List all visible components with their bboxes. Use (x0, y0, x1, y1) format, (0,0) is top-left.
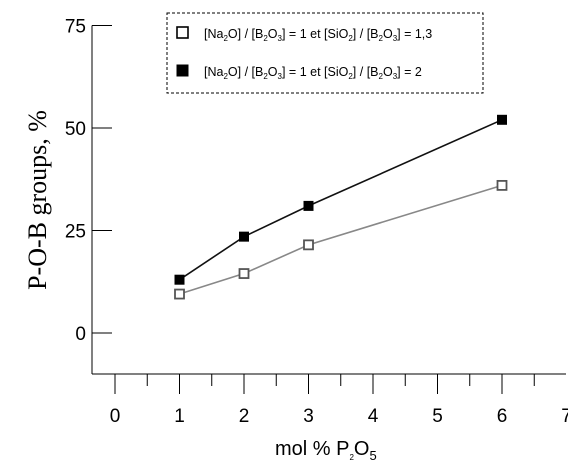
data-point-series-2 (239, 231, 249, 242)
x-tick-label: 6 (497, 406, 508, 427)
x-tick-label: 1 (174, 406, 185, 427)
x-tick-label: 0 (110, 406, 121, 427)
data-point-series-1 (238, 268, 250, 279)
x-tick-label: 2 (239, 406, 250, 427)
legend-box (166, 12, 484, 94)
legend: [Na2O] / [B2O3] = 1 et [SiO2] / [B2O3] =… (166, 12, 484, 94)
data-point-series-2 (497, 114, 507, 125)
legend-entry-2: [Na2O] / [B2O3] = 1 et [SiO2] / [B2O3] =… (204, 65, 422, 81)
axes-layer: 0 25 50 75 0 1 2 3 4 5 6 7 (65, 17, 568, 428)
data-point-series-1 (496, 179, 508, 191)
y-tick-label: 75 (65, 17, 86, 38)
x-tick-label: 4 (368, 406, 379, 427)
series-layer (174, 114, 508, 300)
x-tick-label: 3 (303, 406, 314, 427)
data-point-series-1 (174, 288, 185, 300)
legend-marker-open-square (176, 26, 189, 39)
legend-marker-filled-square (176, 64, 189, 77)
data-point-series-1 (303, 239, 314, 251)
x-axis-title: mol % P2O5 (275, 438, 377, 463)
y-tick-label: 50 (65, 119, 86, 140)
x-tick-label: 5 (432, 406, 443, 427)
y-tick-label: 25 (65, 222, 86, 243)
series-line-2 (179, 119, 503, 281)
y-axis-title: P-O-B groups, % (23, 110, 52, 290)
legend-entry-1: [Na2O] / [B2O3] = 1 et [SiO2] / [B2O3] =… (204, 27, 432, 43)
y-tick-label: 0 (75, 324, 86, 345)
series-line-1 (179, 184, 503, 295)
x-tick-label: 7 (561, 406, 568, 427)
data-point-series-2 (303, 200, 314, 211)
data-point-series-2 (174, 274, 185, 285)
